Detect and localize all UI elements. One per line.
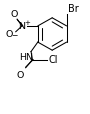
Text: O: O xyxy=(17,70,24,79)
Text: N: N xyxy=(19,22,26,31)
Text: +: + xyxy=(24,19,30,25)
Text: O: O xyxy=(5,30,13,39)
Text: HN: HN xyxy=(19,53,33,62)
Text: Cl: Cl xyxy=(48,55,58,65)
Text: −: − xyxy=(11,31,17,40)
Text: O: O xyxy=(10,10,18,19)
Text: Br: Br xyxy=(68,4,79,14)
